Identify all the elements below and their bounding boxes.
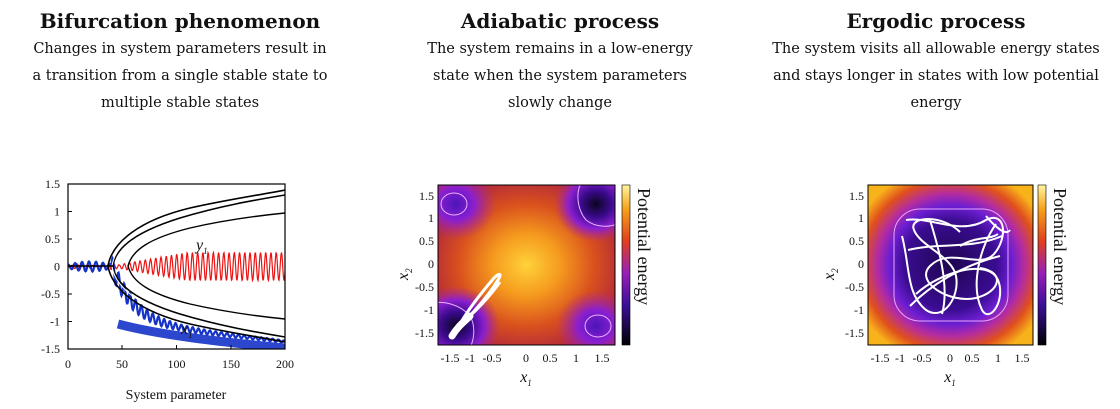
contour-line xyxy=(440,192,468,216)
y-tick-label: 0.5 xyxy=(45,232,60,246)
panel-description: The system remains in a low-energy state… xyxy=(370,36,750,117)
y-tick-label: -1 xyxy=(854,303,864,317)
stable-branch-inner-upper xyxy=(127,212,285,267)
plot-frame xyxy=(437,184,616,346)
x-tick-label: -1.5 xyxy=(441,351,460,365)
stable-branch-lower-c xyxy=(111,265,285,340)
y-tick-label: 0 xyxy=(54,260,60,274)
x-axis-label: x1 xyxy=(943,369,956,388)
adiabatic-trajectory-end xyxy=(448,312,474,340)
description-line: state when the system parameters xyxy=(432,68,688,84)
contour-line xyxy=(577,185,615,227)
bifurcation-plot: 0 50 100 150 200 1.5 1 0.5 0 -0.5 -1 -1.… xyxy=(41,177,294,403)
colorbar xyxy=(1037,184,1047,346)
allowed-region-boundary xyxy=(893,208,1009,322)
stable-branch-lower-a xyxy=(112,265,285,338)
description-line: slowly change xyxy=(508,95,612,111)
y-tick-label: 1 xyxy=(858,211,864,225)
y-ticks xyxy=(68,183,72,350)
y-tick-label: 1.5 xyxy=(45,177,60,191)
x-tick-label: 100 xyxy=(168,357,186,371)
y-tick-label: -1.5 xyxy=(41,342,60,356)
contour-line xyxy=(584,314,612,338)
blue-trajectory-curve xyxy=(68,255,285,344)
y-tick-label: 1 xyxy=(54,205,60,219)
description-line: The system remains in a low-energy xyxy=(427,41,693,57)
y-tick-label: -1.5 xyxy=(845,326,864,340)
y-tick-label: -0.5 xyxy=(41,287,60,301)
y-tick-label: 0.5 xyxy=(419,234,434,248)
stable-branch-upper-a xyxy=(112,194,285,267)
description-line: Changes in system parameters result in xyxy=(33,41,327,57)
ergodic-trajectory xyxy=(901,215,1011,316)
y-tick-label: 1.5 xyxy=(849,189,864,203)
x-tick-label: 50 xyxy=(116,357,128,371)
x-tick-label: 200 xyxy=(276,357,294,371)
panel-bifurcation: Bifurcation phenomenon Changes in system… xyxy=(0,0,360,117)
y-tick-label: 1 xyxy=(428,211,434,225)
colorbar xyxy=(621,184,631,346)
energy-well xyxy=(438,185,496,240)
stable-branch-upper-b xyxy=(107,189,285,267)
x-tick-label: -1 xyxy=(895,351,905,365)
description-line: energy xyxy=(910,95,962,111)
y-tick-label: 0.5 xyxy=(849,234,864,248)
panel-description: The system visits all allowable energy s… xyxy=(752,36,1120,117)
colorbar-label: Potential energy xyxy=(1050,188,1070,305)
curve-label-x1: x1 xyxy=(180,321,193,340)
x-tick-label: -0.5 xyxy=(483,351,502,365)
panel-title: Ergodic process xyxy=(846,9,1026,33)
x-ticks xyxy=(67,345,286,349)
y-axis-label: x2 xyxy=(821,268,840,281)
description-line: multiple stable states xyxy=(100,95,260,111)
panel-adiabatic: Adiabatic process The system remains in … xyxy=(370,0,750,117)
description-line: a transition from a single stable state … xyxy=(32,68,328,84)
energy-well xyxy=(556,290,615,345)
panel-title: Adiabatic process xyxy=(460,9,660,33)
y-tick-label: 0 xyxy=(858,257,864,271)
energy-well xyxy=(554,185,615,242)
panel-description: Changes in system parameters result in a… xyxy=(0,36,360,117)
x-tick-label: 0.5 xyxy=(965,351,980,365)
colorbar-label: Potential energy xyxy=(634,188,654,305)
x-axis-label: System parameter xyxy=(126,388,227,403)
stable-branch-upper-c xyxy=(111,192,285,267)
x-tick-label: 1.5 xyxy=(595,351,610,365)
y-tick-label: -1.5 xyxy=(415,326,434,340)
x-tick-label: 0 xyxy=(523,351,529,365)
stable-branch-inner-lower xyxy=(127,265,285,320)
x-tick-label: 1 xyxy=(573,351,579,365)
y-tick-label: 0 xyxy=(428,257,434,271)
description-line: and stays longer in states with low pote… xyxy=(773,68,1099,84)
y-tick-label: -0.5 xyxy=(845,280,864,294)
x-tick-label: 0 xyxy=(65,357,71,371)
y-tick-label: 1.5 xyxy=(419,189,434,203)
x-tick-label: -1.5 xyxy=(871,351,890,365)
x-tick-label: 150 xyxy=(222,357,240,371)
x-axis-label: x1 xyxy=(519,369,532,388)
x-tick-label: -1 xyxy=(465,351,475,365)
curve-label-y1: y1 xyxy=(194,237,208,256)
stable-branch-lower-b xyxy=(107,265,285,343)
x-tick-label: -0.5 xyxy=(913,351,932,365)
y-tick-label: -1 xyxy=(424,303,434,317)
adiabatic-plot: Potential energy -1.5 -1 -0.5 0 0.5 1 1.… xyxy=(395,184,654,388)
panel-title: Bifurcation phenomenon xyxy=(39,9,321,33)
ergodic-plot: Potential energy -1.5 -1 -0.5 0 0.5 1 1.… xyxy=(821,184,1070,388)
description-line: The system visits all allowable energy s… xyxy=(772,41,1100,57)
x-tick-label: 1.5 xyxy=(1015,351,1030,365)
y-axis-label: x2 xyxy=(395,268,414,281)
panel-ergodic: Ergodic process The system visits all al… xyxy=(752,0,1120,117)
blue-lower-band xyxy=(116,319,285,349)
x-tick-label: 0.5 xyxy=(543,351,558,365)
y-tick-label: -1 xyxy=(50,315,60,329)
x-tick-label: 1 xyxy=(995,351,1001,365)
plot-frame xyxy=(867,184,1034,346)
x-tick-label: 0 xyxy=(947,351,953,365)
y-tick-label: -0.5 xyxy=(415,280,434,294)
